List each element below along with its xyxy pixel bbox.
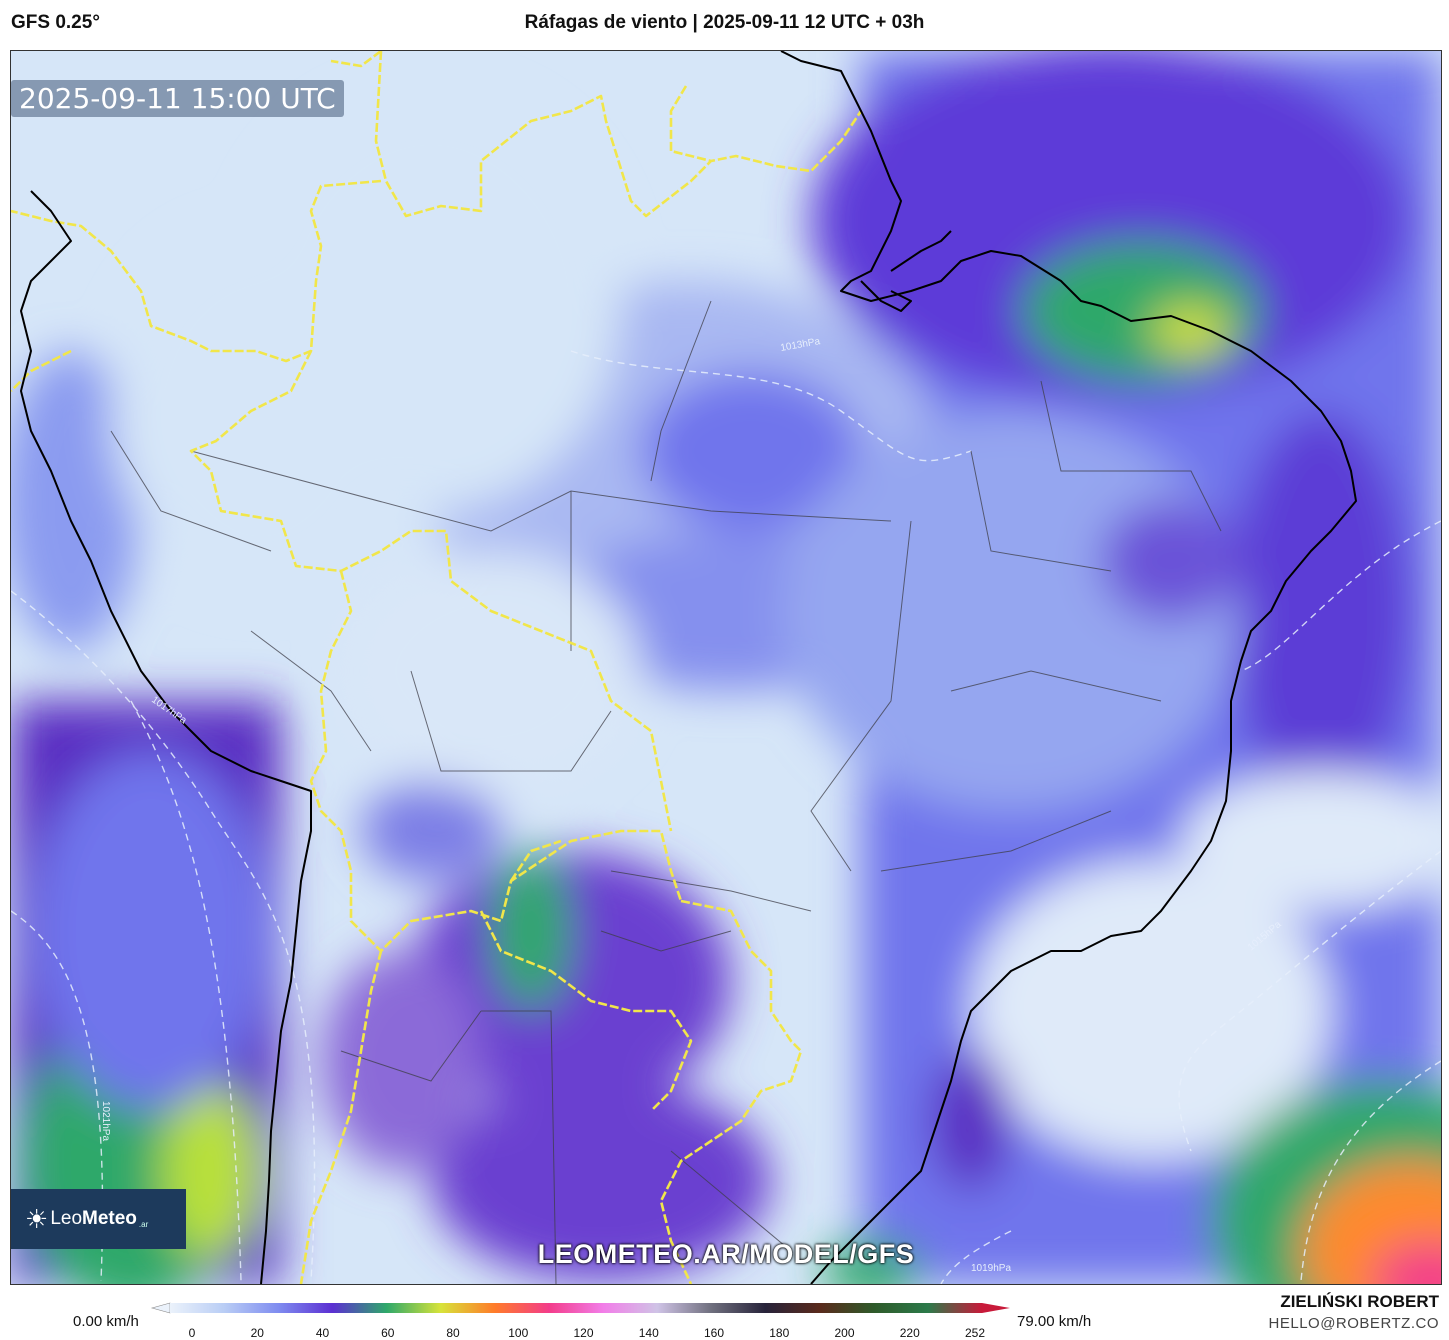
colorbar-tick-label: 40 (315, 1326, 330, 1340)
colorbar-tick-label: 140 (638, 1326, 659, 1340)
colorbar-tick-label: 160 (703, 1326, 725, 1340)
colorbar-tick-label: 220 (899, 1326, 920, 1340)
logo-brand-light: Leo (50, 1208, 83, 1229)
colorbar-tick-label: 180 (769, 1326, 790, 1340)
colorbar-tick-label: 80 (446, 1326, 460, 1340)
map-title: Ráfagas de viento | 2025-09-11 12 UTC + … (524, 12, 925, 33)
sun-icon: ☀ (25, 1203, 49, 1234)
colorbar-tick-label: 0 (188, 1326, 196, 1340)
colorbar-min-arrow (150, 1302, 171, 1314)
logo-tld: .ar (138, 1219, 149, 1229)
country-borders-land (110, 300, 1222, 1284)
colorbar-min-label: 0.00 km/h (73, 1313, 139, 1330)
model-label: GFS 0.25° (11, 12, 100, 33)
isobar-label: 1019hPa (971, 1263, 1011, 1274)
colorbar-gradient (170, 1303, 982, 1313)
isobar-label: 1021hPa (100, 1101, 111, 1141)
logo-brand-bold: Meteo (82, 1208, 137, 1229)
wind-gust-map: 1013hPa 1019hPa 1017hPa 1021hPa 1015hPa … (10, 50, 1442, 1285)
colorbar-tick-label: 20 (250, 1326, 264, 1340)
coastline (20, 51, 1357, 1284)
colorbar-max-label: 79.00 km/h (1017, 1313, 1092, 1330)
wind-field (11, 51, 1441, 1284)
colorbar-max-arrow (982, 1303, 1010, 1313)
colorbar-tick-label: 252 (964, 1326, 986, 1340)
colorbar-tick-label: 60 (381, 1326, 395, 1340)
national-borders (11, 51, 863, 1284)
map-canvas: 1013hPa 1019hPa 1017hPa 1021hPa 1015hPa (11, 51, 1441, 1284)
author-email: HELLO@ROBERTZ.CO (1268, 1315, 1439, 1332)
colorbar-tick-label: 100 (508, 1326, 529, 1340)
isobars (11, 350, 1441, 1284)
leometeo-logo: ☀ Leo Meteo .ar (11, 1189, 186, 1249)
colorbar-tick-label: 200 (834, 1326, 855, 1340)
valid-time-badge: 2025-09-11 15:00 UTC (11, 80, 344, 117)
website-watermark: LEOMETEO.AR/MODEL/GFS (537, 1239, 915, 1269)
colorbar (150, 1302, 1010, 1314)
author-credit: ZIELIŃSKI ROBERT (1280, 1292, 1439, 1311)
colorbar-tick-label: 120 (573, 1326, 594, 1340)
